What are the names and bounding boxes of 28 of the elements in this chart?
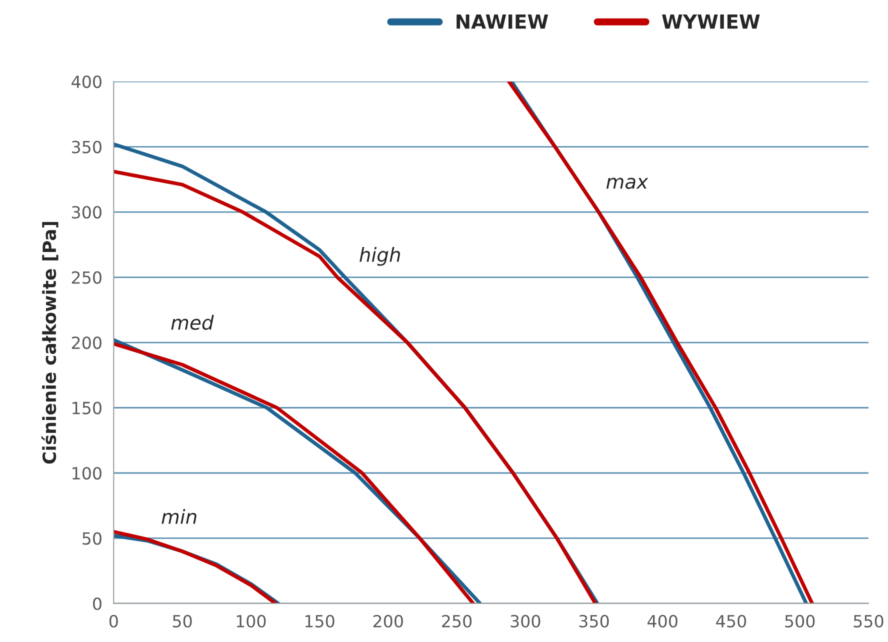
y-tick-label: 150 — [72, 402, 102, 414]
annotation: min — [162, 508, 196, 524]
y-tick-label: 400 — [72, 75, 102, 88]
annotation: max — [606, 178, 648, 189]
x-tick-label: 400 — [648, 614, 678, 628]
x-tick-label: 500 — [785, 614, 815, 628]
y-tick-label: 100 — [72, 466, 102, 480]
annotation: high — [360, 246, 400, 266]
legend-label: NAWIEW — [456, 14, 548, 29]
legend-label: WYWIEW — [662, 14, 760, 29]
x-tick-label: 50 — [172, 614, 192, 628]
x-tick-label: 150 — [305, 614, 334, 628]
x-tick-label: 200 — [373, 614, 403, 628]
y-tick-label: 50 — [82, 532, 102, 545]
x-tick-label: 450 — [716, 614, 746, 628]
y-tick-label: 0 — [93, 597, 102, 610]
x-tick-label: 100 — [236, 614, 266, 628]
y-tick-label: 200 — [72, 336, 102, 350]
y-tick-label: 250 — [72, 271, 102, 284]
y-tick-label: 300 — [72, 206, 102, 219]
x-tick-label: 0 — [109, 614, 118, 628]
y-axis-title: Ciśnienie całkowite [Pa] — [41, 222, 58, 464]
x-tick-label: 300 — [510, 614, 540, 628]
y-tick-label: 350 — [72, 140, 102, 154]
x-tick-label: 250 — [442, 614, 472, 628]
x-tick-label: 550 — [854, 614, 884, 628]
annotation: med — [171, 314, 214, 330]
x-tick-label: 350 — [579, 614, 609, 628]
